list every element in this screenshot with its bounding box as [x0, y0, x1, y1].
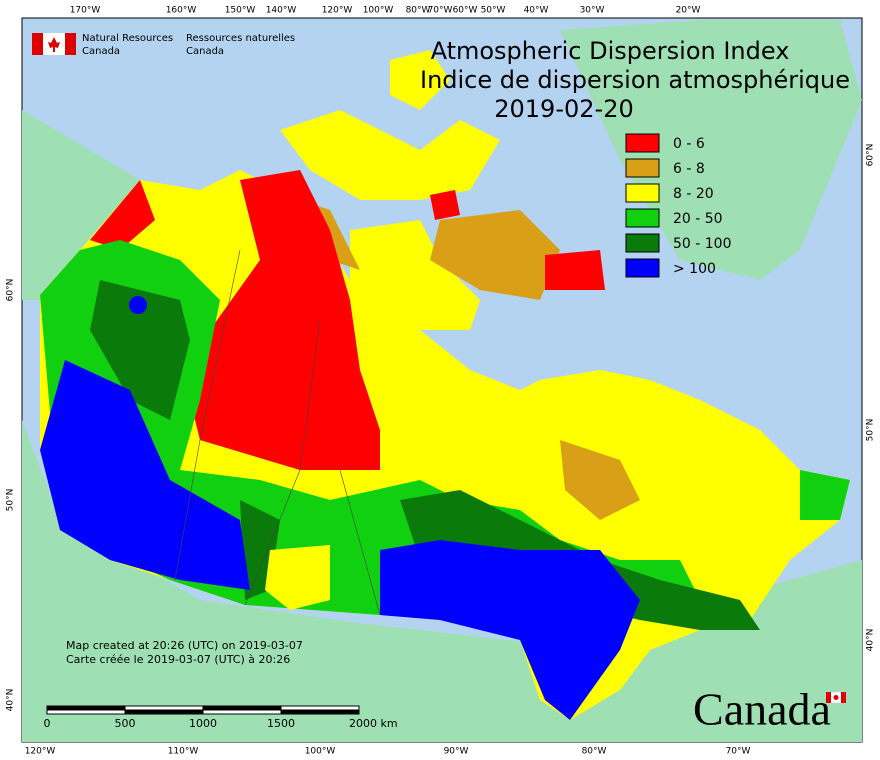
- map-title: 2019-02-20: [494, 95, 633, 123]
- graticule-label: 120°W: [25, 747, 56, 757]
- graticule-label: 100°W: [305, 747, 336, 757]
- legend-swatch: [625, 208, 660, 228]
- graticule-label: 90°W: [444, 747, 469, 757]
- graticule-label: 60°N: [6, 279, 16, 302]
- note: Map created at 20:26 (UTC) on 2019-03-07: [66, 639, 303, 652]
- borders: [174, 249, 381, 616]
- map-title: Atmospheric Dispersion Index: [431, 37, 790, 65]
- wordmark-flag: [825, 691, 847, 704]
- legend-label: 50 - 100: [673, 236, 732, 252]
- note: Carte créée le 2019-03-07 (UTC) à 20:26: [66, 653, 290, 666]
- map-title: Indice de dispersion atmosphérique: [420, 66, 850, 94]
- graticule-label: 60°N: [866, 144, 876, 167]
- graticule-label: 110°W: [168, 747, 199, 757]
- graticule-label: 100°W: [363, 6, 394, 16]
- graticule-label: 20°W: [676, 6, 701, 16]
- graticule-label: 40°N: [6, 689, 16, 712]
- graticule-label: 80°W: [406, 6, 431, 16]
- graticule-label: 170°W: [70, 6, 101, 16]
- graticule-label: 150°W: [225, 6, 256, 16]
- graticule-label: 70°W: [428, 6, 453, 16]
- graticule-label: 50°N: [866, 419, 876, 442]
- legend-swatch: [625, 183, 660, 203]
- logo-text: Ressources naturelles: [186, 33, 295, 44]
- logo: [32, 33, 76, 55]
- legend-label: 8 - 20: [673, 186, 714, 202]
- legend-label: 6 - 8: [673, 161, 705, 177]
- graticule-label: 40°N: [866, 629, 876, 652]
- graticule-label: 160°W: [166, 6, 197, 16]
- graticule-label: 40°W: [524, 6, 549, 16]
- wordmark: Canada: [693, 684, 831, 735]
- scale-label: 0: [44, 717, 51, 730]
- graticule-label: 50°W: [481, 6, 506, 16]
- graticule-label: 80°W: [582, 747, 607, 757]
- legend-label: 20 - 50: [673, 211, 723, 227]
- scale-label: 1500: [267, 717, 295, 730]
- graticule-label: 60°W: [453, 6, 478, 16]
- logo-text: Canada: [82, 46, 120, 57]
- scale-label: 1000: [189, 717, 217, 730]
- scale-bar: [46, 705, 360, 715]
- legend-swatch: [625, 233, 660, 253]
- logo-text: Canada: [186, 46, 224, 57]
- land-context: [22, 20, 862, 742]
- graticule-label: 30°W: [580, 6, 605, 16]
- legend-swatch: [625, 258, 660, 278]
- legend-swatch: [625, 133, 660, 153]
- graticule-label: 50°N: [6, 489, 16, 512]
- graticule-label: 120°W: [322, 6, 353, 16]
- legend-label: 0 - 6: [673, 136, 705, 152]
- scale-label: 500: [115, 717, 136, 730]
- graticule-label: 70°W: [726, 747, 751, 757]
- scale-label: 2000 km: [349, 717, 398, 730]
- legend-swatch: [625, 158, 660, 178]
- graticule-label: 140°W: [266, 6, 297, 16]
- legend-label: > 100: [673, 261, 716, 277]
- index-zones: [40, 50, 850, 720]
- logo-text: Natural Resources: [82, 33, 173, 44]
